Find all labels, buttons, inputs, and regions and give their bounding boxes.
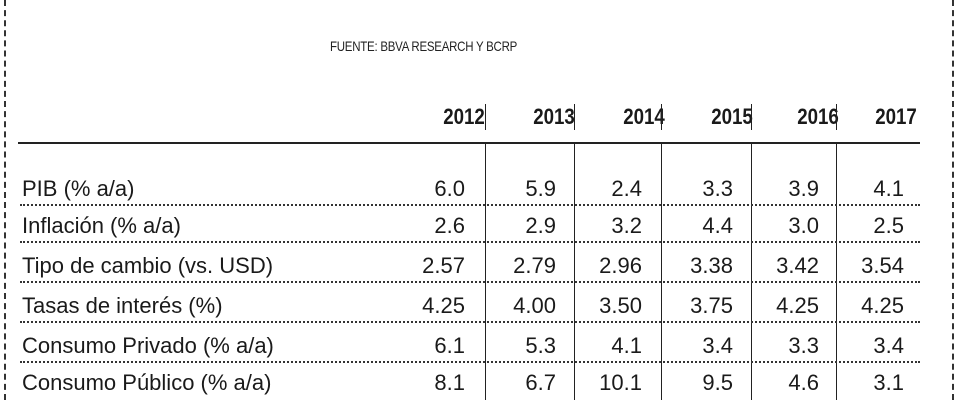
row-label: Consumo Público (% a/a) [22, 370, 272, 395]
row-rule [20, 281, 920, 283]
table-header: 2012 2013 2014 2015 2016 2017 [20, 100, 920, 140]
column-divider [836, 143, 837, 400]
year-header: 2016 [797, 104, 839, 129]
table-cell: 2.9 [525, 213, 556, 238]
table-cell: 4.4 [702, 213, 733, 238]
table-cell: 5.9 [525, 176, 556, 201]
row-rule [20, 321, 920, 323]
row-label: PIB (% a/a) [22, 176, 135, 201]
table-cell: 2.5 [873, 213, 904, 238]
table-cell: 4.25 [776, 293, 819, 318]
column-divider [836, 104, 837, 130]
year-header: 2015 [711, 104, 753, 129]
table-row: Inflación (% a/a) 2.6 2.9 3.2 4.4 3.0 2.… [20, 207, 920, 243]
table-cell: 4.00 [513, 293, 556, 318]
table-row: Tasas de interés (%) 4.25 4.00 3.50 3.75… [20, 287, 920, 323]
table-cell: 3.3 [788, 333, 819, 358]
table-cell: 4.6 [788, 370, 819, 395]
column-divider [574, 143, 575, 400]
table-cell: 6.1 [434, 333, 465, 358]
table-cell: 4.25 [861, 293, 904, 318]
year-header: 2013 [533, 104, 575, 129]
table-cell: 2.96 [599, 253, 642, 278]
column-divider [574, 104, 575, 130]
column-divider [661, 143, 662, 400]
table-cell: 3.9 [788, 176, 819, 201]
table-cell: 6.7 [525, 370, 556, 395]
row-label: Inflación (% a/a) [22, 213, 181, 238]
table-cell: 3.0 [788, 213, 819, 238]
table-cell: 2.6 [434, 213, 465, 238]
column-divider [485, 143, 486, 400]
header-rule [18, 142, 920, 144]
table-cell: 4.1 [873, 176, 904, 201]
source-note: FUENTE: BBVA RESEARCH Y BCRP [330, 38, 518, 54]
table-cell: 5.3 [525, 333, 556, 358]
table-row: Consumo Privado (% a/a) 6.1 5.3 4.1 3.4 … [20, 327, 920, 363]
column-divider [751, 143, 752, 400]
row-rule [20, 241, 920, 243]
column-divider [751, 104, 752, 130]
table-cell: 3.3 [702, 176, 733, 201]
table-cell: 3.54 [861, 253, 904, 278]
table-cell: 3.38 [690, 253, 733, 278]
table-cell: 3.4 [873, 333, 904, 358]
table-cell: 4.25 [422, 293, 465, 318]
row-label: Consumo Privado (% a/a) [22, 333, 274, 358]
table-cell: 2.79 [513, 253, 556, 278]
page-border-left [4, 0, 6, 400]
row-rule [20, 361, 920, 363]
table-row: Consumo Público (% a/a) 8.1 6.7 10.1 9.5… [20, 364, 920, 400]
page-border-right [952, 0, 954, 400]
table-cell: 3.75 [690, 293, 733, 318]
year-header: 2012 [443, 104, 485, 129]
column-divider [485, 104, 486, 130]
year-header: 2017 [875, 104, 917, 129]
table-cell: 3.2 [611, 213, 642, 238]
table-cell: 8.1 [434, 370, 465, 395]
table-cell: 4.1 [611, 333, 642, 358]
table-cell: 3.1 [873, 370, 904, 395]
table-cell: 10.1 [599, 370, 642, 395]
year-header: 2014 [623, 104, 665, 129]
table-cell: 3.50 [599, 293, 642, 318]
table-cell: 3.4 [702, 333, 733, 358]
column-divider [661, 104, 662, 130]
table-cell: 2.4 [611, 176, 642, 201]
table-cell: 2.57 [422, 253, 465, 278]
row-label: Tasas de interés (%) [22, 293, 223, 318]
row-label: Tipo de cambio (vs. USD) [22, 253, 274, 278]
table-cell: 6.0 [434, 176, 465, 201]
table-row: Tipo de cambio (vs. USD) 2.57 2.79 2.96 … [20, 247, 920, 283]
row-rule [20, 204, 920, 206]
table-cell: 9.5 [702, 370, 733, 395]
table-cell: 3.42 [776, 253, 819, 278]
table-row: PIB (% a/a) 6.0 5.9 2.4 3.3 3.9 4.1 [20, 170, 920, 206]
